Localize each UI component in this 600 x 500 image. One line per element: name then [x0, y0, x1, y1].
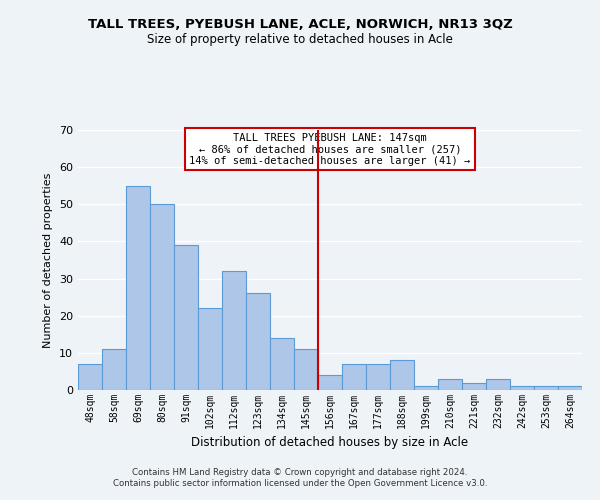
- Bar: [246, 294, 270, 390]
- Bar: [462, 382, 486, 390]
- Bar: [366, 364, 390, 390]
- Bar: [390, 360, 414, 390]
- Bar: [102, 349, 126, 390]
- Bar: [534, 386, 558, 390]
- X-axis label: Distribution of detached houses by size in Acle: Distribution of detached houses by size …: [191, 436, 469, 450]
- Bar: [438, 379, 462, 390]
- Bar: [486, 379, 510, 390]
- Bar: [150, 204, 174, 390]
- Text: Size of property relative to detached houses in Acle: Size of property relative to detached ho…: [147, 32, 453, 46]
- Text: Contains HM Land Registry data © Crown copyright and database right 2024.
Contai: Contains HM Land Registry data © Crown c…: [113, 468, 487, 487]
- Bar: [174, 245, 198, 390]
- Bar: [558, 386, 582, 390]
- Bar: [222, 271, 246, 390]
- Bar: [126, 186, 150, 390]
- Bar: [342, 364, 366, 390]
- Bar: [414, 386, 438, 390]
- Bar: [294, 349, 318, 390]
- Bar: [318, 375, 342, 390]
- Y-axis label: Number of detached properties: Number of detached properties: [43, 172, 53, 348]
- Bar: [78, 364, 102, 390]
- Bar: [270, 338, 294, 390]
- Text: TALL TREES PYEBUSH LANE: 147sqm
← 86% of detached houses are smaller (257)
14% o: TALL TREES PYEBUSH LANE: 147sqm ← 86% of…: [190, 132, 470, 166]
- Text: TALL TREES, PYEBUSH LANE, ACLE, NORWICH, NR13 3QZ: TALL TREES, PYEBUSH LANE, ACLE, NORWICH,…: [88, 18, 512, 30]
- Bar: [510, 386, 534, 390]
- Bar: [198, 308, 222, 390]
